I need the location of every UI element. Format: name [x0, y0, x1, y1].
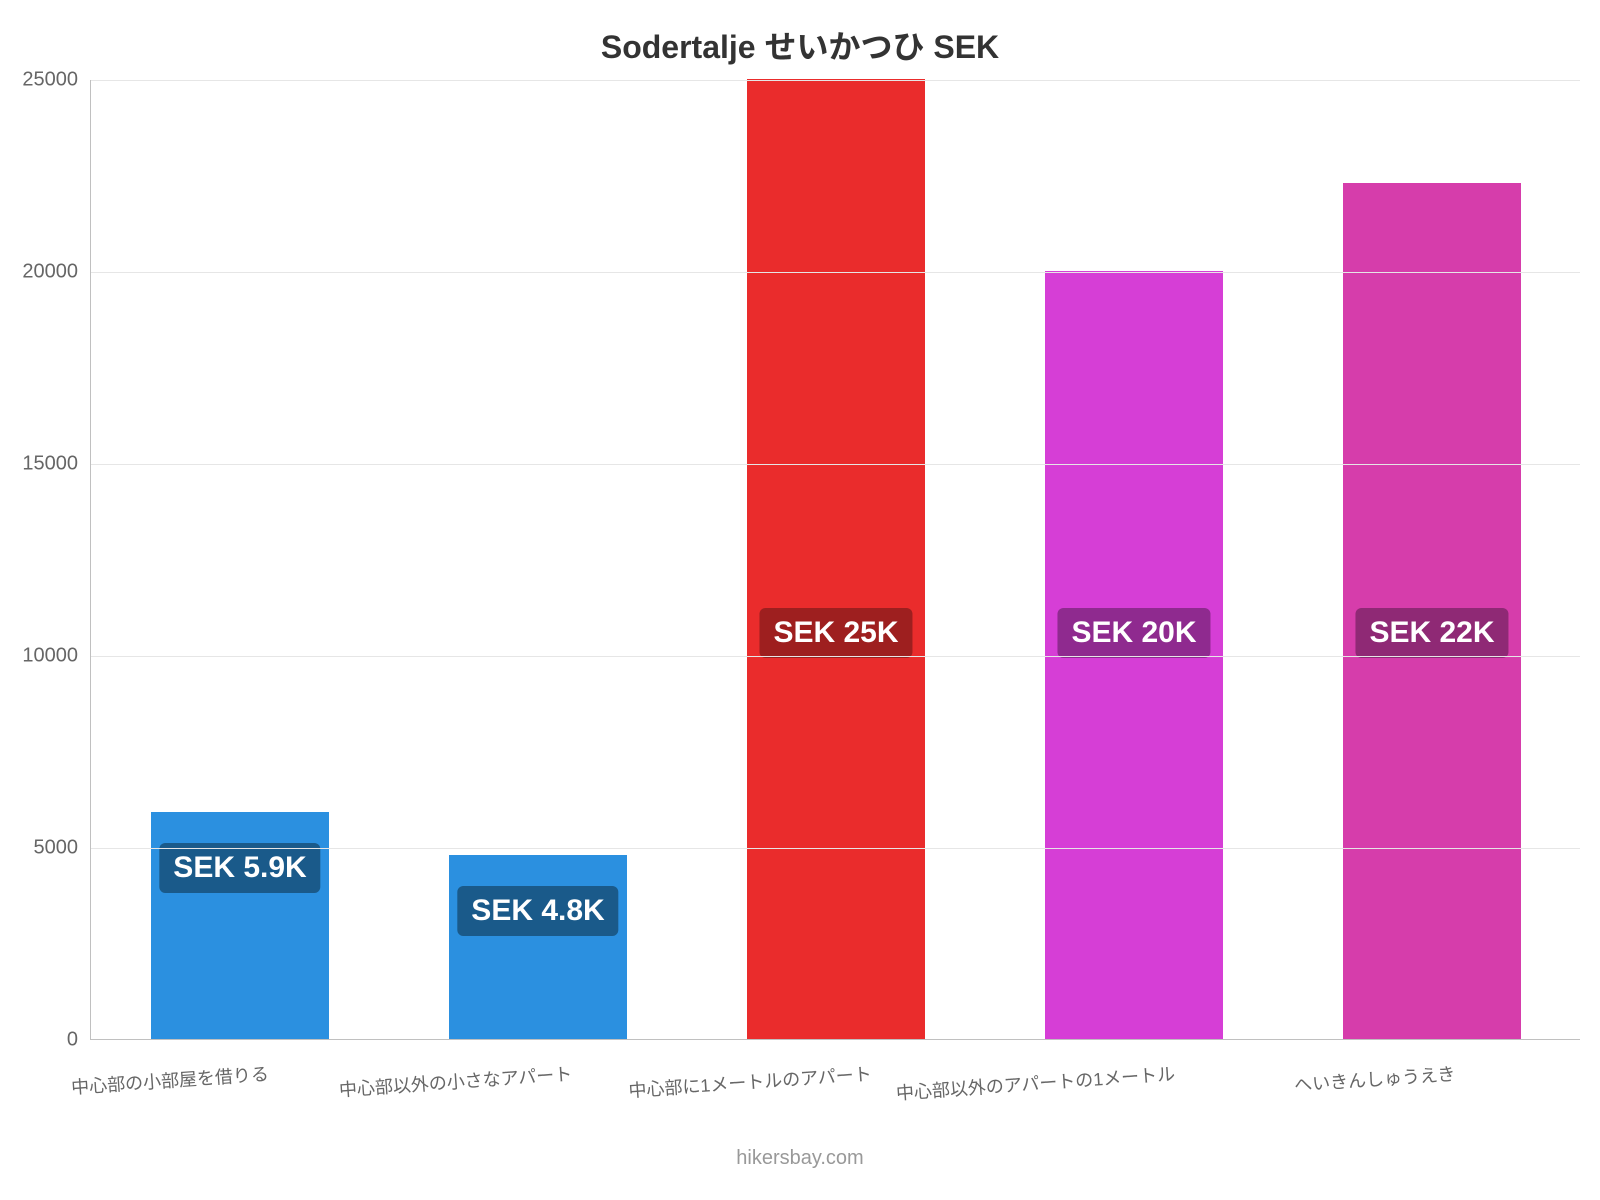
- y-tick-label: 5000: [0, 837, 78, 860]
- gridline: [91, 80, 1580, 81]
- gridline: [91, 656, 1580, 657]
- y-tick-label: 10000: [0, 645, 78, 668]
- plot-area: SEK 5.9K SEK 4.8K SEK 25K SEK 20K SEK 22K: [90, 80, 1580, 1040]
- gridline: [91, 272, 1580, 273]
- x-tick-label: 中心部以外のアパートの1メートル: [895, 1060, 1176, 1105]
- value-badge: SEK 20K: [1057, 608, 1210, 658]
- gridline: [91, 848, 1580, 849]
- x-tick-label: 中心部に1メートルのアパート: [628, 1060, 873, 1103]
- y-tick-label: 25000: [0, 69, 78, 92]
- y-tick-label: 0: [0, 1029, 78, 1052]
- x-tick-label: 中心部の小部屋を借りる: [70, 1060, 269, 1100]
- y-tick-label: 20000: [0, 261, 78, 284]
- value-badge: SEK 4.8K: [457, 886, 618, 936]
- bar: [449, 855, 628, 1039]
- value-badge: SEK 25K: [759, 608, 912, 658]
- bars-layer: SEK 5.9K SEK 4.8K SEK 25K SEK 20K SEK 22K: [91, 80, 1580, 1039]
- value-badge: SEK 22K: [1355, 608, 1508, 658]
- gridline: [91, 464, 1580, 465]
- bar: [747, 79, 926, 1039]
- bar-chart: Sodertalje せいかつひ SEK SEK 5.9KSEK 4.8KSEK…: [0, 0, 1600, 1200]
- value-badge: SEK 5.9K: [159, 843, 320, 893]
- x-tick-label: 中心部以外の小さなアパート: [338, 1060, 573, 1102]
- y-tick-label: 15000: [0, 453, 78, 476]
- chart-title: Sodertalje せいかつひ SEK: [0, 22, 1600, 68]
- chart-footer: hikersbay.com: [0, 1147, 1600, 1170]
- x-tick-label: へいきんしゅうえき: [1293, 1060, 1456, 1097]
